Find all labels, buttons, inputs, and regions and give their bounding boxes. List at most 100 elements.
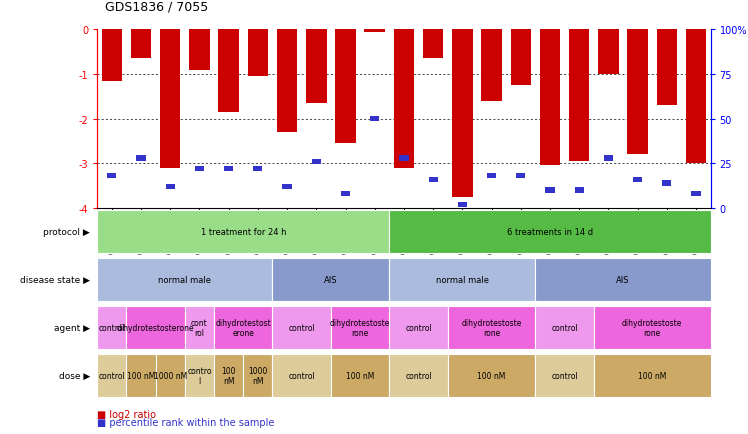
Bar <box>131 30 151 59</box>
Bar <box>448 354 536 397</box>
Bar <box>306 30 327 104</box>
Text: control: control <box>551 323 578 332</box>
Text: AIS: AIS <box>324 276 337 284</box>
Bar <box>224 167 233 172</box>
Bar <box>126 306 185 349</box>
Bar <box>272 306 331 349</box>
Text: 100 nM: 100 nM <box>127 371 156 380</box>
Bar <box>594 354 711 397</box>
Bar <box>389 354 448 397</box>
Bar <box>136 156 146 161</box>
Bar <box>341 191 350 197</box>
Bar <box>243 354 272 397</box>
Bar <box>97 306 126 349</box>
Bar <box>283 184 292 190</box>
Text: 100 nM: 100 nM <box>346 371 374 380</box>
Text: control: control <box>99 323 125 332</box>
Bar <box>312 159 321 165</box>
Text: ■ log2 ratio: ■ log2 ratio <box>97 409 156 419</box>
Text: 100
nM: 100 nM <box>221 366 236 385</box>
Bar <box>389 306 448 349</box>
Bar <box>126 354 156 397</box>
Bar <box>691 191 701 197</box>
Text: 1000
nM: 1000 nM <box>248 366 268 385</box>
Text: 100 nM: 100 nM <box>477 371 506 380</box>
Bar <box>458 202 467 207</box>
Bar <box>657 30 677 106</box>
Bar <box>389 210 711 253</box>
Bar <box>272 354 331 397</box>
Bar <box>511 30 531 86</box>
Bar <box>214 306 272 349</box>
Bar <box>633 177 643 183</box>
Text: control: control <box>405 371 432 380</box>
Bar <box>604 156 613 161</box>
Text: dihydrotestost
erone: dihydrotestost erone <box>215 318 272 337</box>
Text: control: control <box>288 323 315 332</box>
Text: ■ percentile rank within the sample: ■ percentile rank within the sample <box>97 418 275 427</box>
Bar <box>370 117 379 122</box>
Text: dihydrotestoste
rone: dihydrotestoste rone <box>330 318 390 337</box>
Text: 100 nM: 100 nM <box>638 371 666 380</box>
Bar <box>160 30 180 168</box>
Bar <box>487 174 496 179</box>
Text: dose ▶: dose ▶ <box>58 371 90 380</box>
Bar <box>393 30 414 168</box>
Bar <box>156 354 185 397</box>
Text: AIS: AIS <box>616 276 630 284</box>
Bar <box>545 188 554 193</box>
Bar <box>272 258 389 301</box>
Bar <box>574 188 583 193</box>
Text: control: control <box>405 323 432 332</box>
Bar <box>97 258 272 301</box>
Bar <box>536 306 594 349</box>
Bar <box>569 30 589 161</box>
Bar <box>97 210 389 253</box>
Text: control: control <box>551 371 578 380</box>
Bar <box>540 30 560 166</box>
Bar <box>331 306 389 349</box>
Bar <box>389 258 536 301</box>
Bar <box>248 30 268 77</box>
Text: contro
l: contro l <box>187 366 212 385</box>
Bar <box>536 354 594 397</box>
Text: disease state ▶: disease state ▶ <box>19 276 90 284</box>
Bar <box>185 354 214 397</box>
Bar <box>165 184 175 190</box>
Bar <box>662 181 672 186</box>
Bar <box>452 30 473 197</box>
Bar <box>331 354 389 397</box>
Bar <box>189 30 209 70</box>
Bar <box>686 30 706 164</box>
Bar <box>429 177 438 183</box>
Bar <box>536 258 711 301</box>
Bar <box>277 30 297 133</box>
Text: 1 treatment for 24 h: 1 treatment for 24 h <box>200 228 286 237</box>
Text: 6 treatments in 14 d: 6 treatments in 14 d <box>507 228 593 237</box>
Text: agent ▶: agent ▶ <box>54 323 90 332</box>
Text: protocol ▶: protocol ▶ <box>43 228 90 237</box>
Text: 1000 nM: 1000 nM <box>153 371 187 380</box>
Text: normal male: normal male <box>436 276 489 284</box>
Bar <box>399 156 408 161</box>
Bar <box>195 167 204 172</box>
Bar <box>107 174 117 179</box>
Text: control: control <box>288 371 315 380</box>
Bar <box>516 174 525 179</box>
Text: normal male: normal male <box>159 276 212 284</box>
Bar <box>628 30 648 155</box>
Text: cont
rol: cont rol <box>191 318 208 337</box>
Bar <box>481 30 502 102</box>
Bar <box>102 30 122 82</box>
Bar <box>335 30 356 144</box>
Bar <box>214 354 243 397</box>
Bar <box>448 306 536 349</box>
Bar <box>218 30 239 113</box>
Text: dihydrotestosterone: dihydrotestosterone <box>117 323 194 332</box>
Text: dihydrotestoste
rone: dihydrotestoste rone <box>622 318 682 337</box>
Bar <box>97 354 126 397</box>
Text: dihydrotestoste
rone: dihydrotestoste rone <box>462 318 522 337</box>
Bar <box>364 30 385 33</box>
Bar <box>185 306 214 349</box>
Text: GDS1836 / 7055: GDS1836 / 7055 <box>105 0 208 13</box>
